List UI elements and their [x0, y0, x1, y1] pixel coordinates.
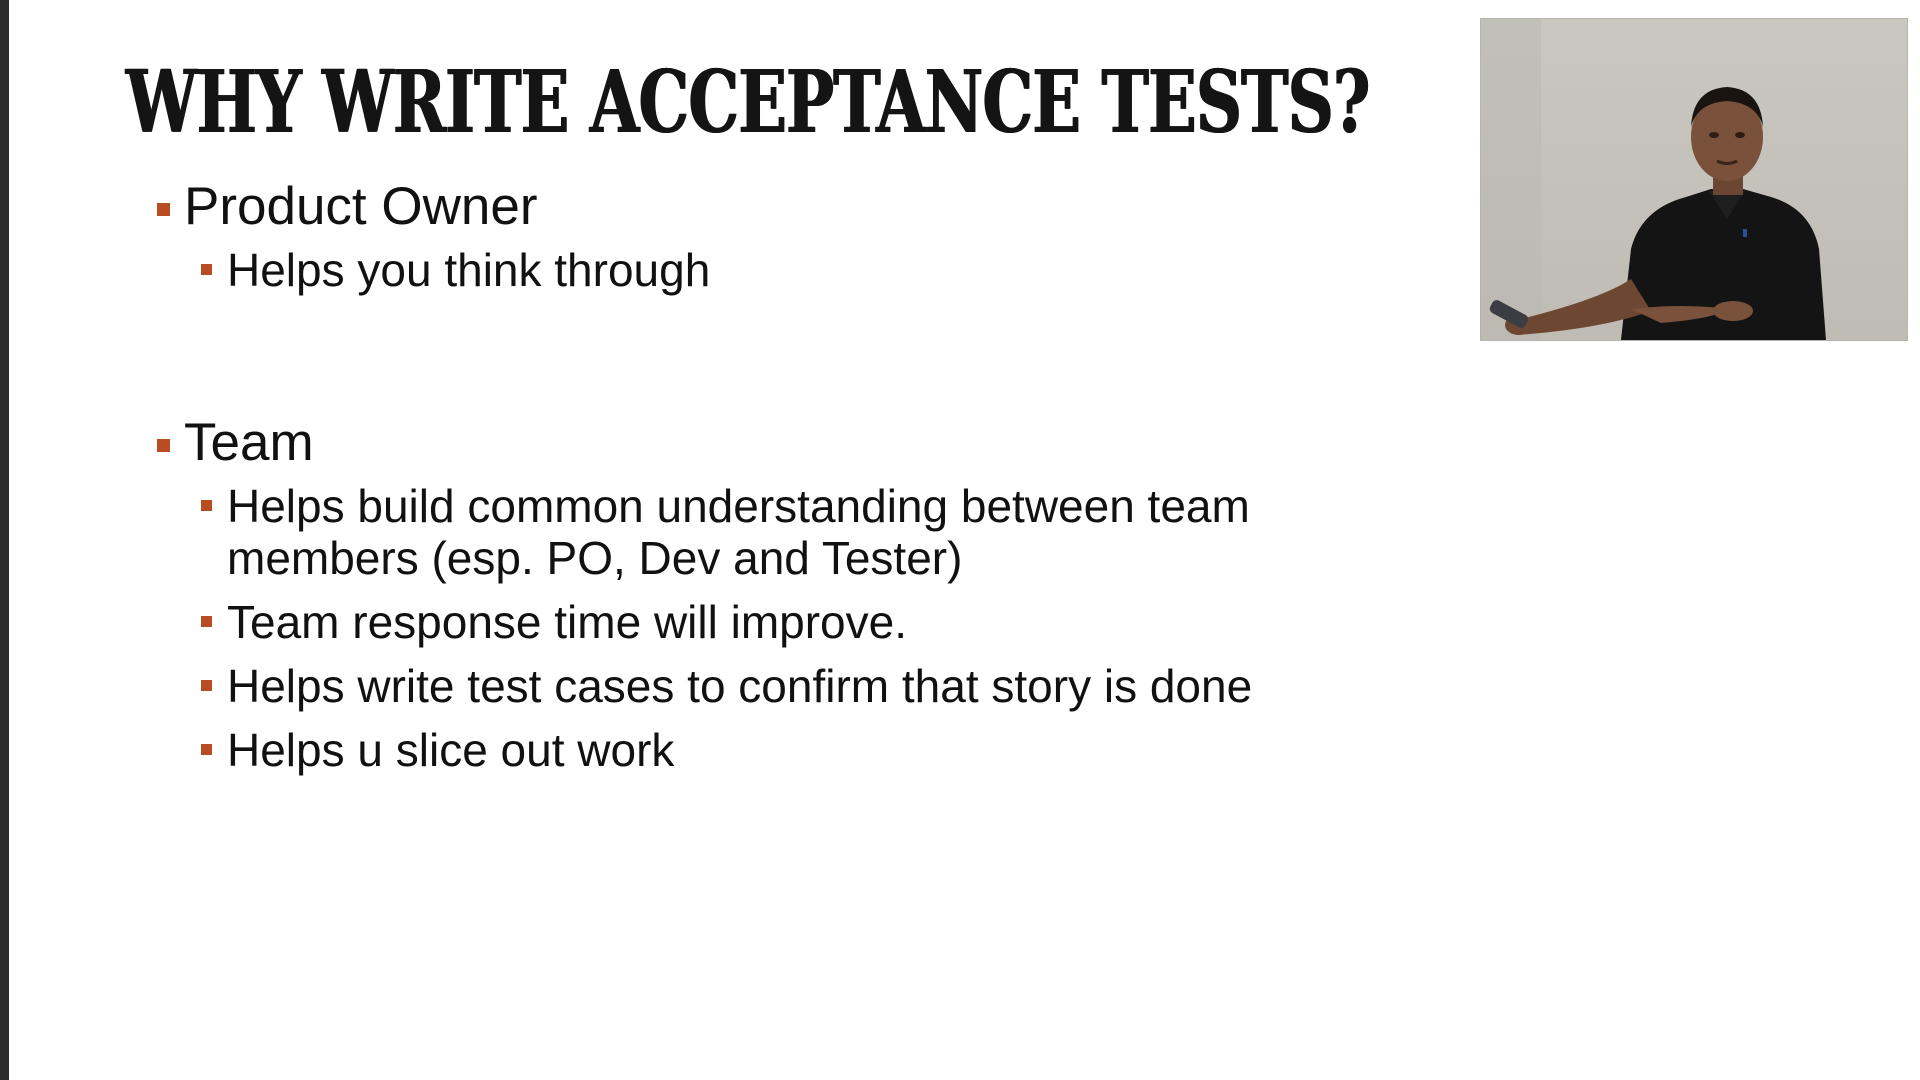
square-bullet-icon — [201, 680, 212, 691]
square-bullet-icon — [201, 616, 212, 627]
bullet-point-text: Helps you think through — [227, 244, 711, 296]
square-bullet-icon — [157, 439, 170, 452]
bullet-point-text: Helps u slice out work — [227, 724, 675, 776]
square-bullet-icon — [201, 500, 212, 511]
bullet-point: Team response time will improve. — [150, 596, 1350, 648]
window-edge — [0, 0, 9, 1080]
bullet-list: Product Owner Helps you think through Te… — [150, 170, 1350, 788]
bullet-point-text: Helps write test cases to confirm that s… — [227, 660, 1253, 712]
bullet-heading-text: Team — [184, 413, 314, 472]
bullet-heading-text: Product Owner — [184, 177, 538, 236]
presenter-webcam-overlay — [1480, 18, 1908, 341]
bullet-point: Helps write test cases to confirm that s… — [150, 660, 1350, 712]
bullet-point-text: Team response time will improve. — [227, 596, 908, 648]
bullet-heading-team: Team — [150, 406, 1350, 480]
bullet-point: Helps u slice out work — [150, 724, 1350, 776]
presenter-video-frame — [1481, 19, 1907, 340]
square-bullet-icon — [201, 264, 212, 275]
slide-title: WHY WRITE ACCEPTANCE TESTS? — [126, 52, 1370, 153]
bullet-point-text: Helps build common understanding between… — [227, 480, 1250, 584]
square-bullet-icon — [157, 203, 170, 216]
bullet-point: Helps build common understanding between… — [150, 480, 1287, 584]
spacer — [150, 308, 1350, 406]
bullet-heading-product-owner: Product Owner — [150, 170, 1350, 244]
bullet-point: Helps you think through — [150, 244, 1350, 296]
square-bullet-icon — [201, 744, 212, 755]
